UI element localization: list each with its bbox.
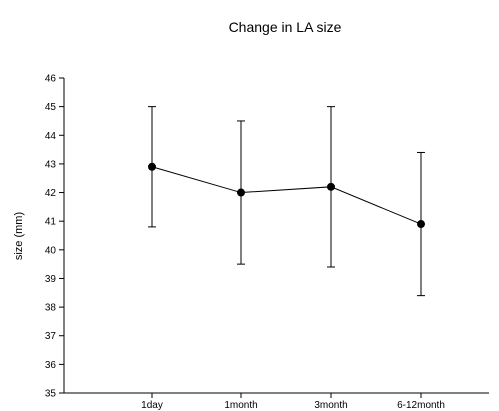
y-tick-label: 36 (45, 360, 57, 371)
chart-title: Change in LA size (229, 19, 342, 35)
x-tick-label: 6-12month (397, 400, 445, 411)
data-point (237, 188, 245, 197)
data-point (327, 182, 335, 191)
y-tick-label: 46 (45, 74, 57, 85)
plot-area: 35 36 37 38 39 40 41 42 43 44 45 46 1day 1month 3month… (45, 74, 489, 411)
x-tick-label: 1month (224, 400, 257, 411)
y-tick-label: 40 (45, 245, 57, 256)
y-tick-label: 38 (45, 303, 57, 314)
y-tick-label: 41 (45, 217, 57, 228)
y-tick-label: 44 (45, 131, 57, 142)
y-tick-label: 43 (45, 159, 57, 170)
y-tick-label: 39 (45, 274, 57, 285)
data-point (148, 162, 156, 171)
x-tick-label: 3month (314, 400, 347, 411)
y-tick-label: 45 (45, 102, 57, 113)
x-tick-label: 1day (141, 400, 163, 411)
data-point (417, 220, 425, 229)
y-tick-label: 35 (45, 389, 57, 400)
series-line (151, 166, 422, 225)
y-axis-label: size (mm) (13, 212, 25, 260)
y-tick-label: 37 (45, 331, 57, 342)
y-tick-label: 42 (45, 188, 57, 199)
